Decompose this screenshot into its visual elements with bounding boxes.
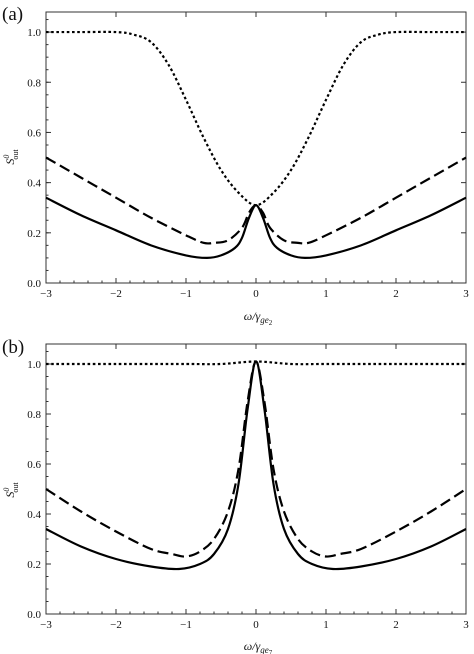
y-axis-label-sup-b: 0 — [2, 488, 11, 492]
x-tick-label-a: 3 — [463, 288, 469, 300]
y-axis-label-a: S0out — [2, 149, 20, 165]
x-tick-label-a: −3 — [40, 288, 52, 300]
y-tick-label-a: 0.6 — [27, 127, 41, 139]
y-axis-label-main-a: S — [3, 159, 17, 165]
x-tick-label-a: −1 — [180, 288, 192, 300]
y-tick-label-b: 0.8 — [27, 409, 41, 421]
panel-a: (a) S0out ω/γge2 −3 −2 −1 0 1 2 30.00.20.40.60… — [2, 4, 469, 327]
y-tick-label-b: 0.0 — [27, 609, 41, 621]
y-axis-label-main-b: S — [3, 492, 17, 498]
x-tick-label-a: 1 — [323, 288, 329, 300]
y-tick-label-b: 0.4 — [27, 509, 41, 521]
y-axis-label-b: S0out — [2, 482, 20, 498]
y-tick-label-a: 0.2 — [27, 228, 41, 240]
panel-b: (b) S0out ω/γge7 −3 −2 −1 0 1 2 30.00.20.40.60… — [2, 337, 469, 654]
y-tick-label-b: 0.6 — [27, 459, 41, 471]
y-tick-label-a: 0.8 — [27, 77, 41, 89]
x-tick-label-b: −3 — [40, 619, 52, 631]
x-tick-label-b: 0 — [253, 619, 259, 631]
y-axis-label-sub-b: out — [11, 482, 20, 493]
y-tick-label-a: 0.0 — [27, 278, 41, 290]
x-tick-label-a: 0 — [253, 288, 259, 300]
x-tick-label-b: −2 — [110, 619, 122, 631]
plot-frame-b — [45, 343, 467, 615]
series-line-solid-b — [45, 360, 467, 571]
x-tick-label-b: 2 — [393, 619, 399, 631]
plot-frame-a — [45, 11, 467, 284]
svg-text:S0out: S0out — [2, 482, 20, 498]
x-tick-label-b: 1 — [323, 619, 329, 631]
series-line-dashed-b — [45, 360, 467, 558]
y-tick-label-b: 1.0 — [27, 359, 41, 371]
y-axis-label-sub-a: out — [11, 149, 20, 160]
series-line-dotted-a — [46, 30, 466, 207]
x-axis-label-a: ω/γge2 — [244, 309, 273, 327]
x-axis-label-b: ω/γge7 — [244, 639, 273, 654]
series-line-dashed-a — [45, 156, 467, 245]
panel-label-a: (a) — [2, 4, 23, 25]
y-tick-label-b: 0.2 — [27, 559, 41, 571]
panel-label-b: (b) — [2, 337, 24, 358]
x-tick-label-b: −1 — [180, 619, 192, 631]
x-tick-label-a: −2 — [110, 288, 122, 300]
x-tick-label-b: 3 — [463, 619, 469, 631]
x-tick-label-a: 2 — [393, 288, 399, 300]
series-line-solid-a — [45, 196, 467, 260]
y-tick-label-a: 0.4 — [27, 178, 41, 190]
svg-text:S0out: S0out — [2, 149, 20, 165]
y-tick-label-a: 1.0 — [27, 27, 41, 39]
y-axis-label-sup-a: 0 — [2, 155, 11, 159]
